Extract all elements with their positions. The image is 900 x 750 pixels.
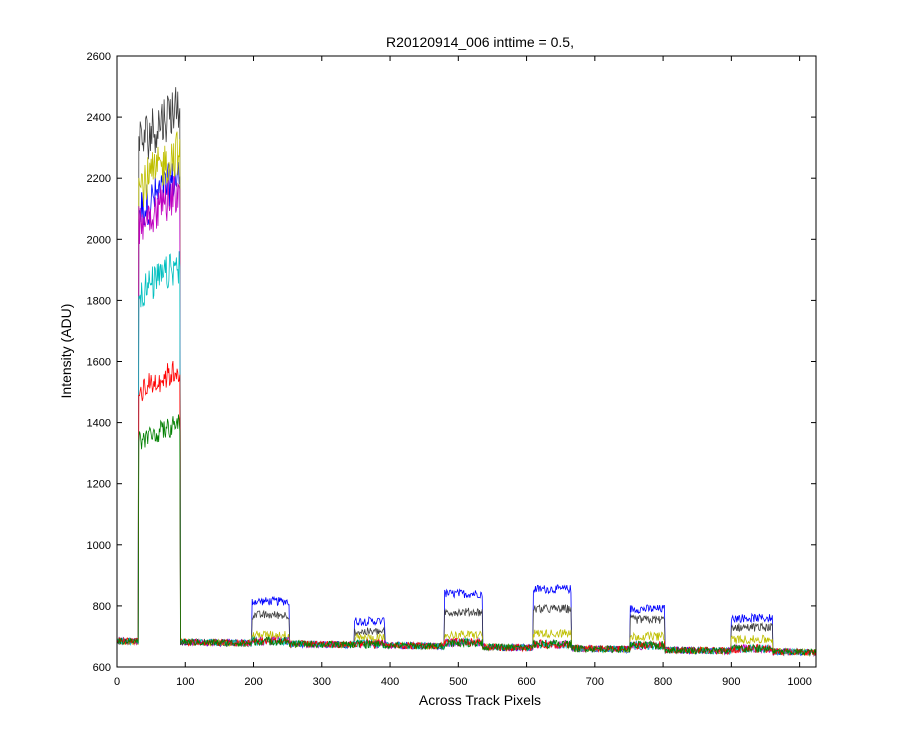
y-axis: 600 800 1000 1200 1400 1600 1800 2000 2200 2400 26… <box>87 51 816 674</box>
y-tick-label: 1600 <box>87 357 111 369</box>
y-tick-label: 2200 <box>87 173 111 185</box>
y-tick-label: 800 <box>93 601 111 613</box>
x-tick-label: 700 <box>586 676 604 688</box>
series-line-2 <box>116 87 817 656</box>
x-tick-label: 800 <box>654 676 672 688</box>
x-tick-label: 400 <box>381 676 399 688</box>
x-axis-label: Across Track Pixels <box>419 692 541 708</box>
y-tick-label: 2400 <box>87 112 111 124</box>
x-axis: 0 100 200 300 400 500 600 700 800 900 1000 <box>114 56 812 688</box>
y-tick-label: 1200 <box>87 479 111 491</box>
series-line-1 <box>116 162 817 657</box>
y-tick-label: 1800 <box>87 295 111 307</box>
x-tick-label: 600 <box>517 676 535 688</box>
x-tick-label: 300 <box>313 676 331 688</box>
x-tick-label: 100 <box>176 676 194 688</box>
y-tick-label: 2600 <box>87 51 111 63</box>
series-layer <box>116 87 817 658</box>
plot-frame <box>116 55 817 668</box>
y-axis-label: Intensity (ADU) <box>58 304 74 399</box>
series-line-4 <box>116 175 817 658</box>
y-tick-label: 1400 <box>87 418 111 430</box>
x-tick-label: 0 <box>114 676 120 688</box>
x-tick-label: 900 <box>722 676 740 688</box>
chart-title: R20120914_006 inttime = 0.5, <box>386 34 574 50</box>
y-tick-label: 2000 <box>87 234 111 246</box>
x-tick-label: 500 <box>449 676 467 688</box>
y-tick-label: 600 <box>93 662 111 674</box>
x-tick-label: 1000 <box>787 676 811 688</box>
x-tick-label: 200 <box>244 676 262 688</box>
series-line-3 <box>116 131 817 656</box>
series-line-7 <box>116 414 817 657</box>
y-tick-label: 1000 <box>87 540 111 552</box>
